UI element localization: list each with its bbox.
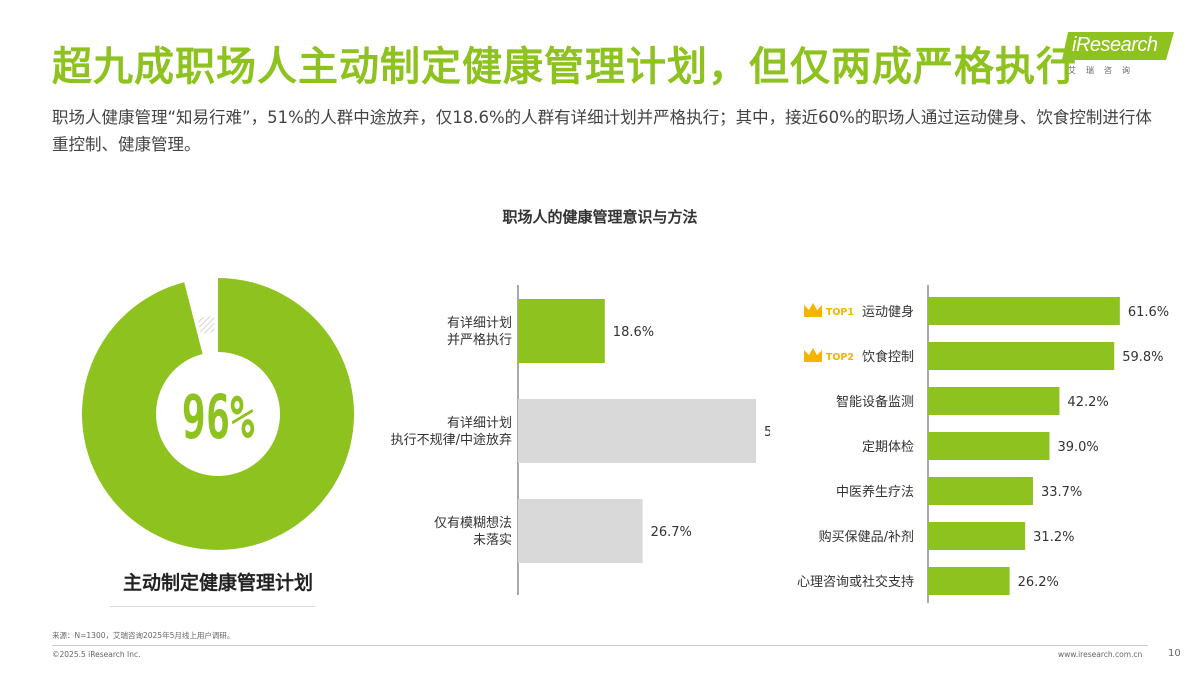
category-label: 执行不规律/中途放弃 [391, 432, 512, 448]
health-method-bar-chart: 61.6% 运动健身 TOP1 59.8% 饮食控制 TOP2 42.2% 智能设备监测 39.… [797, 285, 1169, 603]
bar-value-label: 26.7% [651, 525, 692, 540]
logo-subtext: 艾瑞咨询 [1068, 66, 1140, 75]
donut-center-label: 96% [182, 383, 255, 454]
plan-execution-bar-chart: 18.6%有详细计划并严格执行51.0%有详细计划执行不规律/中途放弃26.7%… [391, 285, 770, 595]
bar-value-label: 26.2% [1018, 575, 1059, 590]
bar [928, 477, 1033, 505]
logo-shape [1062, 32, 1174, 60]
footer-url[interactable]: www.iresearch.com.cn [1058, 650, 1143, 659]
donut-caption: 主动制定健康管理计划 [122, 572, 313, 594]
bar [928, 342, 1115, 370]
donut-chart: 96% [81, 278, 355, 550]
bar-value-label: 18.6% [613, 325, 654, 340]
logo-text: iResearch [1072, 34, 1158, 56]
category-label: 心理咨询或社交支持 [797, 574, 914, 590]
donut-caption-divider [110, 606, 315, 607]
footer-copyright: ©2025.5 iResearch Inc. [52, 650, 141, 659]
donut-slice-rest [197, 316, 215, 334]
crown-icon [804, 348, 822, 362]
category-label: 有详细计划 [447, 416, 512, 431]
category-label: 饮食控制 [862, 349, 914, 365]
page-number: 10 [1168, 648, 1181, 659]
category-label: 并严格执行 [447, 332, 512, 348]
category-label: 定期体检 [862, 440, 914, 455]
bar-value-label: 61.6% [1128, 305, 1169, 320]
category-label: 运动健身 [862, 304, 914, 320]
donut-slice-main [81, 278, 355, 550]
bar-value-label: 42.2% [1067, 395, 1108, 410]
category-label: 智能设备监测 [836, 394, 914, 410]
category-label: 仅有模糊想法 [434, 515, 512, 531]
page-subtitle: 职场人健康管理“知易行难”，51%的人群中途放弃，仅18.6%的人群有详细计划并… [52, 108, 1152, 154]
crown-icon [804, 303, 822, 317]
bar-value-label: 51.0% [764, 425, 770, 440]
bar [928, 432, 1050, 460]
bar-value-label: 59.8% [1122, 350, 1163, 365]
bar [518, 399, 756, 463]
bar [518, 499, 643, 563]
bar-value-label: 39.0% [1057, 440, 1098, 455]
footer-divider [52, 645, 1148, 646]
iresearch-logo: iResearch 艾瑞咨询 [1062, 30, 1174, 82]
top-badge-label: TOP2 [826, 352, 854, 363]
chart-title: 职场人的健康管理意识与方法 [502, 208, 698, 226]
bar-value-label: 33.7% [1041, 485, 1082, 500]
category-label: 购买保健品/补剂 [819, 529, 914, 545]
bar [928, 387, 1060, 415]
bar [518, 299, 605, 363]
bar [928, 297, 1120, 325]
category-label: 中医养生疗法 [836, 484, 914, 500]
bar [928, 522, 1026, 550]
page-title: 超九成职场人主动制定健康管理计划，但仅两成严格执行 [52, 44, 1077, 90]
bar [928, 567, 1010, 595]
top-badge-label: TOP1 [826, 307, 854, 318]
category-label: 有详细计划 [447, 316, 512, 331]
category-label: 未落实 [473, 533, 512, 548]
footer-source: 来源：N=1300，艾瑞咨询2025年5月线上用户调研。 [52, 631, 235, 640]
bar-value-label: 31.2% [1033, 530, 1074, 545]
